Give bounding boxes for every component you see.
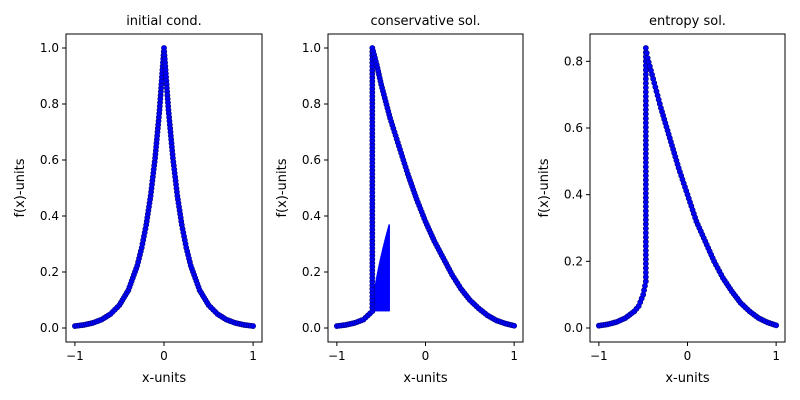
y-tick-label: 0.4 [564, 188, 583, 202]
plot-area [333, 45, 518, 329]
chart-title: initial cond. [126, 14, 202, 29]
x-tick-label: 1 [510, 349, 518, 363]
y-tick-label: 0.6 [564, 121, 583, 135]
y-tick-label: 0.4 [302, 209, 321, 223]
y-tick-label: 0.0 [564, 321, 583, 335]
data-point [250, 323, 256, 329]
plot-area [72, 45, 256, 329]
y-tick-label: 0.8 [302, 97, 321, 111]
x-tick-label: −1 [66, 349, 84, 363]
x-tick-label: −1 [590, 349, 608, 363]
x-tick-label: −1 [328, 349, 346, 363]
y-tick-label: 0.2 [302, 265, 321, 279]
data-point [773, 322, 780, 329]
x-tick-label: 1 [772, 349, 780, 363]
x-axis-label: x-units [142, 371, 187, 386]
x-tick-label: 1 [249, 349, 257, 363]
y-axis-label: f(x)-units [13, 158, 28, 217]
series-line [336, 47, 515, 327]
series-markers [595, 45, 780, 329]
x-axis-label: x-units [665, 371, 710, 386]
y-tick-label: 0.2 [564, 254, 583, 268]
y-tick-label: 0.6 [302, 153, 321, 167]
x-axis-label: x-units [403, 371, 448, 386]
x-tick-label: 0 [160, 349, 168, 363]
y-axis-label: f(x)-units [537, 158, 552, 217]
y-tick-label: 1.0 [302, 41, 321, 55]
x-tick-label: 0 [684, 349, 692, 363]
y-axis-label: f(x)-units [275, 158, 290, 217]
chart-title: conservative sol. [370, 14, 480, 29]
y-tick-label: 0.8 [40, 97, 59, 111]
axes-frame [327, 33, 524, 343]
y-tick-label: 1.0 [40, 41, 59, 55]
y-tick-label: 0.0 [302, 321, 321, 335]
chart-panel-1: −1 0 1 0.0 0.2 0.4 0.6 0.8 1.0 initial cond. x-uni… [13, 14, 263, 386]
chart-panel-2: −1 0 1 0.0 0.2 0.4 0.6 0.8 1.0 conservative sol. x… [275, 14, 524, 386]
chart-panel-3: −1 0 1 0.0 0.2 0.4 0.6 0.8 entropy sol. x-units f(… [537, 14, 786, 386]
series-markers [72, 45, 256, 329]
series-markers [333, 45, 518, 329]
plot-area [595, 45, 780, 329]
y-tick-label: 0.8 [564, 54, 583, 68]
oscillation-spikes [371, 224, 390, 312]
data-point [642, 45, 649, 51]
series-line [74, 47, 254, 327]
data-point [511, 322, 518, 329]
y-tick-label: 0.4 [40, 209, 59, 223]
y-tick-label: 0.6 [40, 153, 59, 167]
y-tick-label: 0.0 [40, 321, 59, 335]
x-tick-label: 0 [422, 349, 430, 363]
y-tick-label: 0.2 [40, 265, 59, 279]
data-point [643, 50, 650, 56]
chart-title: entropy sol. [649, 14, 726, 29]
